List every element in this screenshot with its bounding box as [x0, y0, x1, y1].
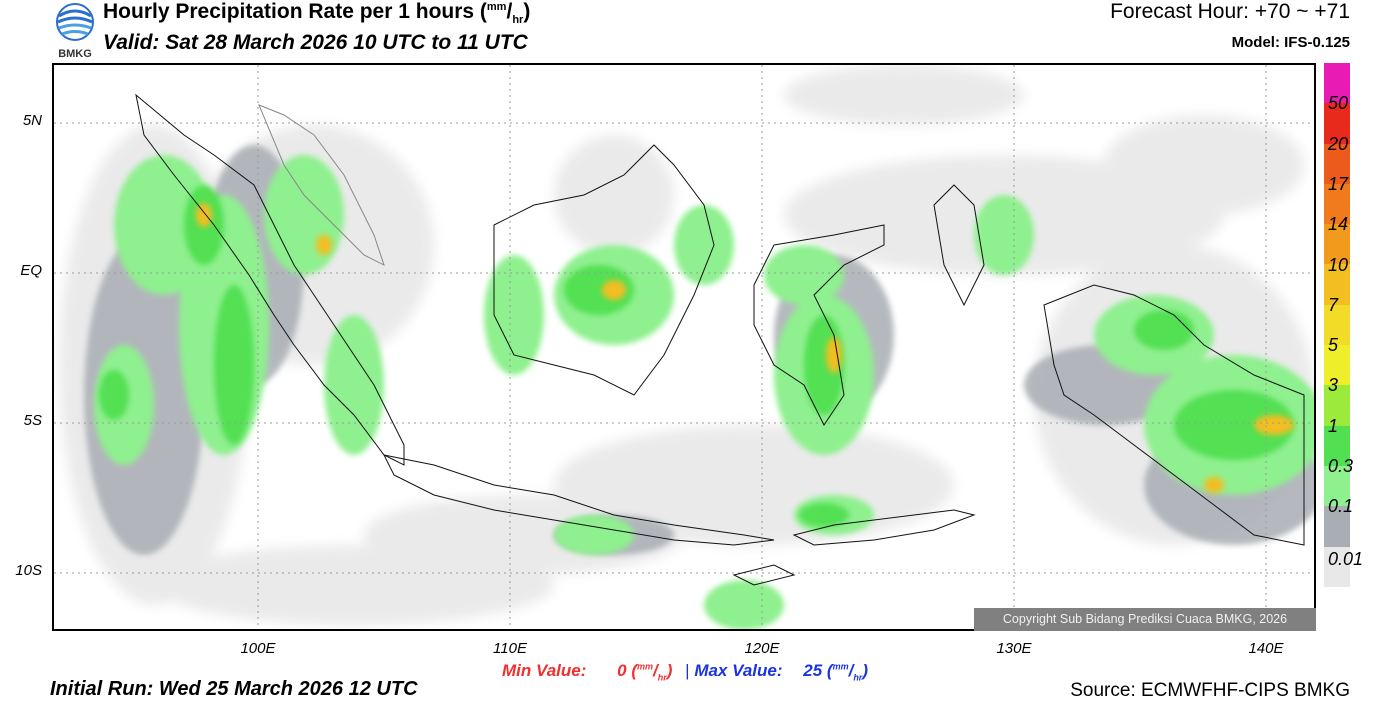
title-main: Hourly Precipitation Rate per 1 hours ( [103, 0, 487, 23]
colorbar-swatch [1324, 425, 1350, 466]
colorbar-label: 0.01 [1328, 548, 1364, 569]
colorbar-label: 10 [1328, 254, 1349, 275]
lon-label-130e: 130E [996, 640, 1032, 657]
colorbar [1324, 63, 1350, 587]
map-title: Hourly Precipitation Rate per 1 hours (m… [103, 0, 530, 26]
initial-run: Initial Run: Wed 25 March 2026 12 UTC [50, 678, 418, 700]
lon-label-120e: 120E [744, 640, 780, 657]
colorbar-label: 0.3 [1328, 456, 1354, 477]
max-unit: (mm/hr) [826, 661, 868, 683]
logo-text: BMKG [58, 48, 92, 60]
data-source: Source: ECMWFHF-CIPS BMKG [1070, 680, 1350, 701]
lon-label-140e: 140E [1248, 640, 1284, 657]
colorbar-swatch [1324, 264, 1350, 305]
max-unit-den: hr [853, 672, 863, 683]
lon-label-110e: 110E [493, 640, 527, 657]
lat-label-eq: EQ [20, 262, 42, 279]
colorbar-label: 17 [1328, 173, 1349, 194]
min-value: 0 [617, 661, 627, 680]
lon-label-100e: 100E [240, 640, 276, 657]
title-close: ) [523, 0, 531, 23]
colorbar-swatch [1324, 506, 1350, 547]
bmkg-logo: BMKG [56, 3, 94, 60]
forecast-hour: Forecast Hour: +70 ~ +71 [1110, 0, 1350, 23]
map-canvas [54, 65, 1314, 629]
colorbar-swatch [1324, 304, 1350, 346]
title-unit-den: hr [512, 14, 524, 27]
colorbar-label: 1 [1328, 415, 1339, 436]
max-unit-num: mm [832, 661, 849, 672]
colorbar-swatch [1324, 465, 1350, 507]
lat-label-5n: 5N [22, 112, 42, 129]
colorbar-label: 20 [1328, 133, 1349, 154]
valid-time: Valid: Sat 28 March 2026 10 UTC to 11 UT… [103, 31, 528, 54]
colorbar-label: 14 [1328, 214, 1349, 235]
min-unit: (mm/hr) [631, 661, 673, 683]
colorbar-label: 50 [1328, 93, 1349, 114]
coastlines [135, 93, 1305, 586]
colorbar-swatch [1324, 345, 1350, 386]
colorbar-label: 5 [1328, 335, 1339, 356]
min-unit-den: hr [657, 672, 667, 683]
lat-label-10s: 10S [15, 562, 42, 579]
colorbar-swatch [1324, 63, 1350, 104]
model-name: Model: IFS-0.125 [1231, 34, 1350, 51]
min-max-values: Min Value: 0 (mm/hr) | Max Value: 25 (mm… [502, 661, 868, 682]
colorbar-label: 7 [1328, 294, 1339, 315]
max-label: Max Value: [694, 661, 783, 680]
lat-label-5s: 5S [23, 412, 42, 429]
title-unit-num: mm [486, 1, 507, 13]
min-unit-num: mm [637, 661, 654, 672]
colorbar-label: 3 [1328, 375, 1339, 396]
min-label: Min Value: [502, 661, 587, 680]
max-value: 25 [803, 661, 823, 680]
colorbar-swatch [1324, 546, 1350, 587]
colorbar-swatch [1324, 183, 1350, 225]
precip-intense-layer [196, 203, 1294, 493]
title-unit-slash: / [506, 0, 513, 23]
value-separator: | [685, 661, 690, 680]
colorbar-swatch [1324, 143, 1350, 184]
precip-heavy-layer [99, 185, 1294, 527]
copyright-notice: Copyright Sub Bidang Prediksi Cuaca BMKG… [974, 608, 1316, 631]
colorbar-swatch [1324, 385, 1350, 426]
precip-moderate-layer [94, 155, 1314, 629]
colorbar-swatch [1324, 103, 1350, 144]
colorbar-label: 0.1 [1328, 496, 1354, 517]
precipitation-map [52, 63, 1316, 631]
colorbar-swatch [1324, 224, 1350, 265]
